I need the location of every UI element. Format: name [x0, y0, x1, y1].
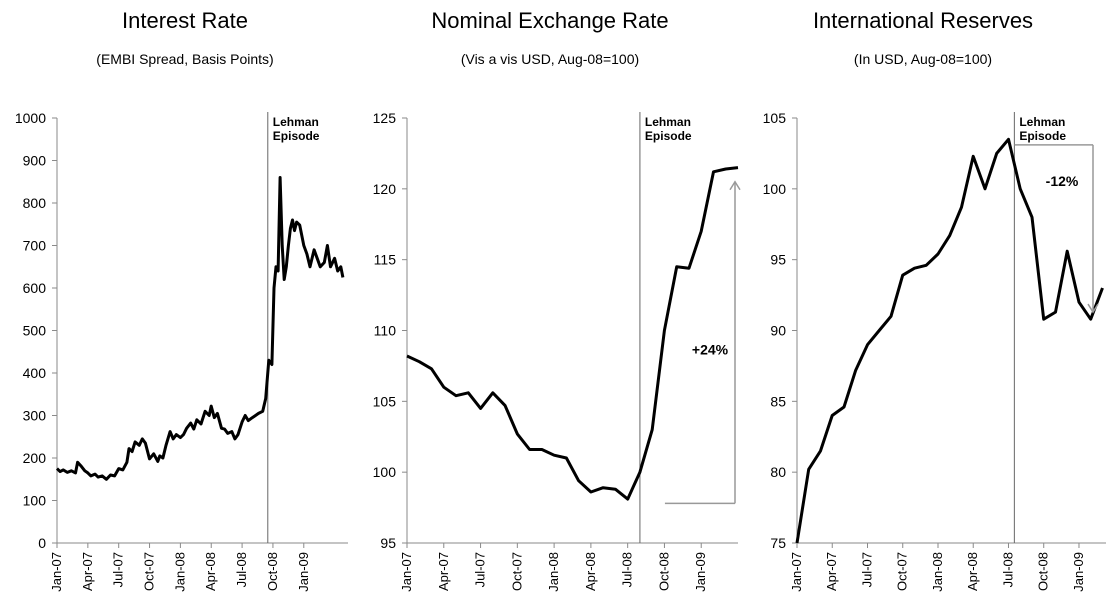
panel-reserves: International Reserves (In USD, Aug-08=1…: [740, 0, 1106, 595]
x-tick-label: Oct-07: [142, 552, 157, 591]
x-tick-label: Jul-08: [620, 552, 635, 587]
x-tick-label: Oct-08: [1036, 552, 1051, 591]
y-tick-label: 100: [373, 464, 397, 480]
chart-0: 0 100 200 300 400 500 600 700 800 900 1000 Jan-07 Ap…: [15, 110, 348, 592]
panel-exchange-rate: Nominal Exchange Rate (Vis a vis USD, Au…: [370, 0, 730, 595]
event-label: Lehman: [1019, 115, 1065, 129]
y-tick-label: 115: [374, 252, 397, 268]
x-tick-label: Apr-07: [824, 552, 839, 591]
chart-subtitle: (Vis a vis USD, Aug-08=100): [460, 51, 640, 67]
arrow-head: [729, 180, 741, 191]
event-label: Episode: [273, 129, 320, 143]
event-label: Lehman: [645, 115, 691, 129]
y-tick-label: 500: [23, 323, 47, 339]
chart-2: 75 80 85 90 95 100 105 Jan-07 Apr-07 Jul-07 Oct-07…: [763, 110, 1106, 592]
x-tick-label: Jan-08: [930, 552, 945, 592]
x-tick-label: Apr-07: [436, 552, 451, 591]
annotation-label: +24%: [692, 342, 729, 358]
x-tick-label: Apr-08: [965, 552, 980, 591]
x-tick-label: Oct-07: [509, 552, 524, 591]
y-tick-label: 200: [23, 450, 47, 466]
x-tick-label: Jul-08: [1000, 552, 1015, 587]
chart-subtitle: (In USD, Aug-08=100): [853, 51, 993, 67]
event-label: Episode: [1019, 129, 1066, 143]
y-tick-label: 90: [770, 323, 786, 339]
y-tick-label: 600: [23, 280, 47, 296]
y-tick-label: 95: [380, 535, 396, 551]
x-tick-label: Oct-07: [895, 552, 910, 591]
y-tick-label: 75: [770, 535, 786, 551]
event-label: Lehman: [273, 115, 319, 129]
annotation-label: -12%: [1046, 173, 1079, 189]
y-tick-label: 700: [23, 238, 47, 254]
chart-title: Interest Rate: [122, 8, 248, 33]
chart-1: 95 100 105 110 115 120 125 Jan-07 Apr-07 Jul-07 Oc…: [373, 110, 741, 592]
x-tick-label: Oct-08: [265, 552, 280, 591]
series-line: [795, 137, 1104, 544]
x-tick-label: Jan-09: [296, 552, 311, 592]
x-tick-label: Jul-08: [234, 552, 249, 587]
chart-title: Nominal Exchange Rate: [431, 8, 669, 33]
arrow-head: [1087, 303, 1099, 314]
x-tick-label: Jul-07: [859, 552, 874, 587]
series-line: [55, 176, 345, 481]
x-tick-label: Jan-08: [172, 552, 187, 592]
y-tick-label: 105: [763, 110, 787, 126]
x-tick-label: Oct-08: [656, 552, 671, 591]
y-tick-label: 0: [38, 535, 46, 551]
panel-interest-rate: Interest Rate (EMBI Spread, Basis Points…: [0, 0, 370, 595]
y-tick-label: 100: [23, 493, 47, 509]
y-tick-label: 80: [770, 464, 786, 480]
x-tick-label: Jul-07: [473, 552, 488, 587]
x-tick-label: Apr-07: [80, 552, 95, 591]
x-tick-label: Jan-09: [693, 552, 708, 592]
x-tick-label: Jan-07: [789, 552, 804, 592]
y-tick-label: 800: [23, 195, 47, 211]
x-tick-label: Jan-07: [399, 552, 414, 592]
y-tick-label: 300: [23, 408, 47, 424]
event-label: Episode: [645, 129, 692, 143]
chart-subtitle: (EMBI Spread, Basis Points): [96, 51, 274, 67]
series-line: [406, 166, 739, 501]
x-tick-label: Jan-08: [546, 552, 561, 592]
y-tick-label: 125: [373, 110, 397, 126]
y-tick-label: 400: [23, 365, 47, 381]
x-tick-label: Jan-09: [1071, 552, 1086, 592]
y-tick-label: 110: [374, 323, 397, 339]
y-tick-label: 100: [763, 181, 787, 197]
y-tick-label: 1000: [15, 110, 46, 126]
x-tick-label: Apr-08: [203, 552, 218, 591]
y-tick-label: 95: [770, 252, 786, 268]
x-tick-label: Jul-07: [111, 552, 126, 587]
y-tick-label: 120: [373, 181, 397, 197]
x-tick-label: Jan-07: [49, 552, 64, 592]
y-tick-label: 105: [373, 393, 397, 409]
y-tick-label: 85: [770, 393, 786, 409]
x-tick-label: Apr-08: [583, 552, 598, 591]
chart-title: International Reserves: [812, 8, 1034, 33]
y-tick-label: 900: [23, 153, 47, 169]
